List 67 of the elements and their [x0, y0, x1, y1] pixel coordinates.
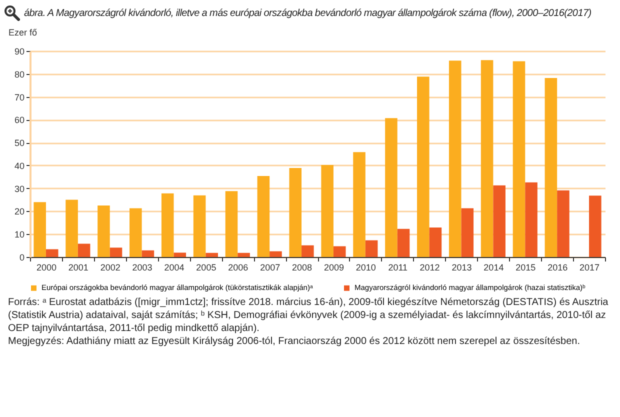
bar	[448, 60, 462, 257]
chart-title: ábra. A Magyarországról kivándorló, illetve a más európai országokba bevándorló magyar állampolgárok száma (flow), 2000–2016(2017)	[24, 8, 592, 18]
bar	[417, 76, 430, 257]
bar	[333, 246, 346, 257]
x-tick-label: 2010	[356, 262, 376, 272]
x-tick-label: 2002	[100, 262, 120, 272]
y-tick-label: 60	[14, 115, 24, 126]
y-tick-label: 40	[14, 160, 24, 171]
y-tick-label: 70	[14, 92, 24, 102]
bar	[397, 228, 410, 257]
x-tick-label: 2007	[260, 262, 280, 272]
bar	[238, 252, 250, 257]
x-tick-label: 2006	[228, 262, 248, 272]
bar	[512, 61, 526, 257]
bar	[257, 176, 270, 257]
bar	[66, 200, 78, 257]
bar	[557, 190, 570, 257]
bar	[142, 250, 154, 257]
x-tick-label: 2013	[452, 262, 472, 272]
y-tick-label: 0	[19, 252, 24, 262]
bar	[46, 249, 58, 257]
x-tick-label: 2016	[548, 262, 568, 272]
bar	[289, 168, 302, 257]
bar	[302, 245, 314, 257]
bar	[34, 202, 46, 257]
bar	[321, 164, 334, 257]
x-tick-label: 2000	[36, 262, 56, 272]
x-tick-label: 2001	[68, 262, 88, 272]
y-tick-label: 90	[14, 46, 24, 56]
y-tick-label: 10	[14, 230, 24, 240]
x-tick-label: 2009	[324, 262, 344, 272]
x-tick-label: 2017	[580, 262, 600, 272]
bar	[193, 195, 206, 257]
bar	[110, 248, 122, 257]
x-tick-label: 2005	[196, 262, 216, 272]
bar	[525, 182, 538, 257]
bar	[544, 78, 558, 257]
y-tick-label: 30	[14, 184, 24, 194]
x-tick-label: 2004	[164, 262, 184, 272]
x-tick-label: 2008	[292, 262, 312, 272]
bar	[480, 60, 494, 257]
x-tick-label: 2015	[516, 262, 536, 272]
y-axis-title: Ezer fő	[8, 28, 38, 38]
bar	[365, 240, 378, 257]
x-tick-label: 2003	[132, 262, 152, 272]
bar	[161, 193, 174, 257]
bar	[589, 196, 602, 257]
text: Megjegyzés: Adathiány miatt az Egyesült Királyság 2006-tól, Franciaország 2000 és 2012 között nem szerepel az összesítésben.	[8, 335, 581, 348]
bar	[174, 252, 186, 257]
bar	[461, 208, 474, 257]
x-tick-label: 2012	[420, 262, 440, 272]
x-tick-label: 2014	[484, 262, 504, 272]
bar	[98, 206, 110, 257]
y-tick-label: 80	[14, 69, 24, 80]
y-tick-label: 20	[14, 206, 24, 217]
bar	[493, 185, 506, 257]
text: Forrás: ᵃ Eurostat adatbázis ([migr_imm1ctz]; frissítve 2018. március 16-án), 2009-től kiegészítve Németország (DESTATIS) és Ausztria (Statistik Austria) adataival, saját számítás; ᵇ KSH, Demográfiai évkönyvek (2009-ig a személyiadat- és lakcímnyilvántartás, 2010-től az OEP tajnyilvántartása, 2011-től pedig mindkettő alapján).	[8, 296, 610, 335]
y-tick-label: 50	[14, 138, 24, 148]
bar	[78, 244, 90, 257]
bar	[353, 152, 366, 257]
bar	[130, 208, 142, 257]
bar	[429, 227, 442, 257]
bar	[225, 191, 238, 257]
x-tick-label: 2011	[388, 262, 408, 272]
bar	[270, 251, 282, 257]
bar	[206, 252, 218, 257]
bar	[385, 118, 398, 257]
